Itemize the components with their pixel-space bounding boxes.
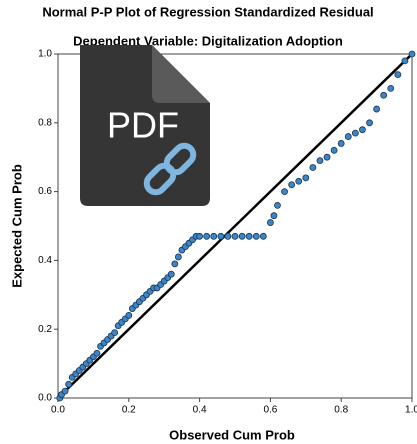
x-axis-label: Observed Cum Prob (169, 427, 295, 442)
point (408, 50, 416, 58)
point (224, 232, 232, 240)
x-tick-label: 1.0 (405, 405, 417, 416)
icon-link (163, 142, 197, 176)
point (270, 212, 278, 220)
point (266, 219, 274, 226)
point (380, 91, 388, 99)
point (274, 201, 281, 209)
point (344, 133, 352, 140)
chart-title: Normal P-P Plot of Regression Standardiz… (42, 4, 373, 19)
point (309, 164, 317, 171)
point (330, 146, 338, 154)
x-tick-label: 0.8 (334, 405, 348, 416)
point (387, 85, 395, 92)
point (210, 232, 218, 240)
point (316, 157, 324, 165)
point (373, 105, 381, 113)
y-tick-label: 1.0 (38, 49, 52, 60)
point (295, 177, 303, 185)
point (167, 270, 175, 278)
x-tick-label: 0.0 (51, 405, 65, 416)
point (245, 232, 253, 240)
x-tick-label: 0.6 (263, 405, 277, 416)
y-tick-label: 0.6 (38, 186, 52, 197)
point (238, 232, 246, 240)
point (196, 232, 204, 240)
x-tick-label: 0.4 (193, 405, 207, 416)
point (394, 71, 402, 79)
y-tick-label: 0.2 (38, 324, 52, 335)
point (366, 119, 373, 127)
point (259, 232, 267, 240)
y-tick-label: 0.8 (38, 117, 52, 128)
point (174, 253, 182, 261)
point (351, 129, 359, 137)
point (93, 349, 101, 357)
icon-fold (152, 45, 210, 103)
plot-area: 0.0 0.2 0.4 0.6 0.8 1.0 0.0 0.2 0.4 0.6 0.8 1.0 (38, 49, 417, 416)
point (61, 387, 69, 395)
point (125, 312, 133, 319)
chart-subtitle: Dependent Variable: Digitalization Adopt… (73, 33, 343, 48)
point (401, 57, 409, 65)
point (203, 232, 211, 240)
y-axis-label: Expected Cum Prob (9, 164, 24, 288)
point (111, 329, 119, 337)
point (252, 232, 260, 240)
point (288, 181, 296, 189)
point (323, 153, 331, 161)
y-tick-label: 0.0 (38, 393, 52, 404)
point (302, 174, 310, 182)
point (231, 232, 239, 240)
point (65, 380, 73, 388)
point (281, 188, 288, 196)
reference-line (57, 53, 413, 399)
plot-frame (57, 53, 413, 399)
icon-label: PDF (107, 105, 179, 146)
x-tick-label: 0.2 (122, 405, 136, 416)
point (359, 126, 366, 134)
y-tick-label: 0.4 (38, 255, 52, 266)
point (337, 140, 345, 147)
point (171, 260, 179, 268)
pdf-icon: PDF (80, 45, 210, 206)
point (217, 232, 225, 240)
